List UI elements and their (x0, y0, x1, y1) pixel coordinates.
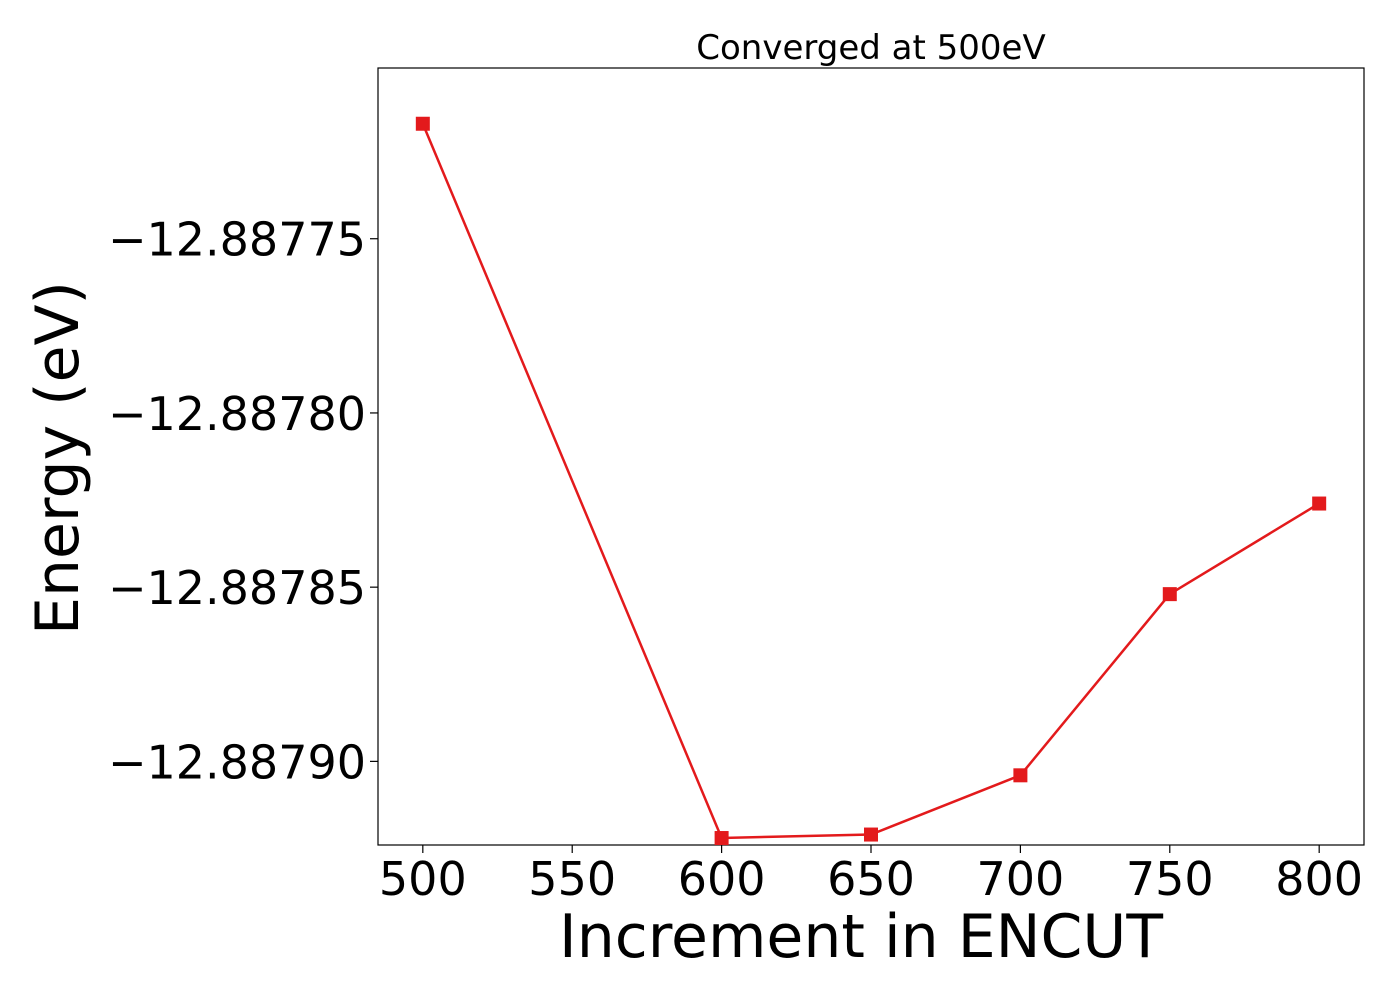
y-tick-label: −12.88780 (108, 387, 366, 441)
x-tick-label: 600 (678, 852, 766, 906)
y-tick-label: −12.88785 (108, 561, 366, 615)
chart-title: Converged at 500eV (696, 28, 1045, 68)
x-axis-label: Increment in ENCUT (559, 902, 1163, 972)
x-tick-label: 750 (1126, 852, 1214, 906)
x-axis: 500 550 600 650 700 750 800 (379, 845, 1363, 906)
data-point-marker (864, 827, 878, 842)
series-layer (415, 116, 1327, 846)
y-axis-label: Energy (eV) (23, 281, 93, 635)
x-tick-label: 550 (528, 852, 616, 906)
y-tick-label: −12.88790 (108, 735, 366, 789)
data-point-marker (1013, 768, 1028, 783)
data-point-marker (1312, 496, 1327, 511)
x-tick-label: 800 (1275, 852, 1363, 906)
plot-area (377, 67, 1365, 846)
y-axis: −12.88775 −12.88780 −12.88785 −12.88790 (108, 213, 378, 789)
data-point-marker (1162, 587, 1177, 602)
x-tick-label: 500 (379, 852, 467, 906)
data-point-marker (415, 116, 430, 131)
x-tick-label: 700 (976, 852, 1064, 906)
data-point-marker (714, 831, 729, 846)
series-line (421, 123, 1320, 840)
x-tick-label: 650 (827, 852, 915, 906)
y-tick-label: −12.88775 (108, 213, 366, 267)
